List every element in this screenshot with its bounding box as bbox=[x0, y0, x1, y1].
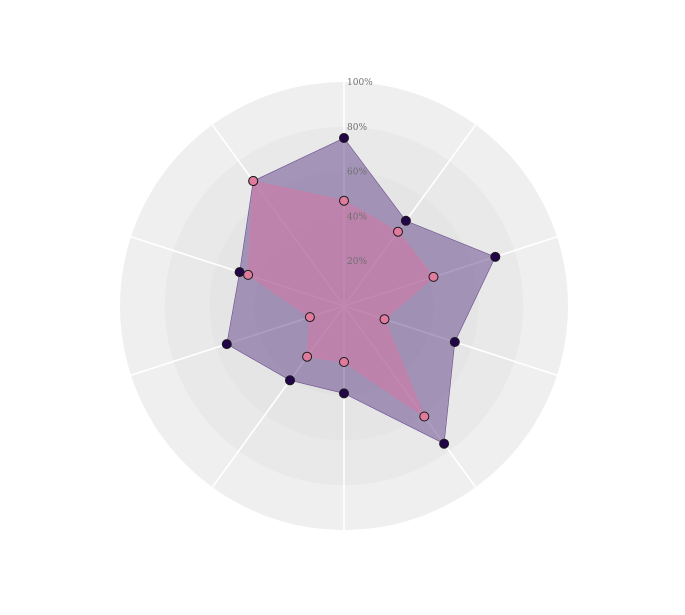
series-1-point-3 bbox=[379, 314, 390, 325]
series-0-point-6 bbox=[285, 375, 295, 386]
series-0-point-7 bbox=[221, 339, 232, 350]
series-1-point-6 bbox=[302, 351, 313, 362]
series-1-point-9 bbox=[248, 176, 259, 186]
series-1-point-0 bbox=[339, 195, 349, 206]
series-0-point-8 bbox=[234, 267, 245, 278]
series-1-point-1 bbox=[393, 226, 403, 237]
series-1-point-2 bbox=[428, 271, 439, 282]
radial-tick-label-40: 40% bbox=[347, 212, 367, 222]
series-1-point-8 bbox=[243, 269, 254, 280]
series-1-point-7 bbox=[304, 312, 315, 323]
radial-tick-label-20: 20% bbox=[347, 257, 367, 267]
radial-tick-label-80: 80% bbox=[347, 123, 367, 133]
series-0-point-4 bbox=[439, 438, 450, 449]
radial-tick-label-60: 60% bbox=[347, 168, 367, 178]
series-0-point-1 bbox=[400, 215, 411, 226]
series-0-point-2 bbox=[490, 251, 501, 262]
series-1-point-5 bbox=[339, 357, 349, 367]
series-0-point-5 bbox=[339, 388, 349, 399]
radial-tick-label-100: 100% bbox=[347, 78, 373, 88]
series-0-point-0 bbox=[339, 133, 349, 143]
series-0-point-3 bbox=[449, 337, 460, 347]
series-1-point-4 bbox=[419, 411, 430, 422]
